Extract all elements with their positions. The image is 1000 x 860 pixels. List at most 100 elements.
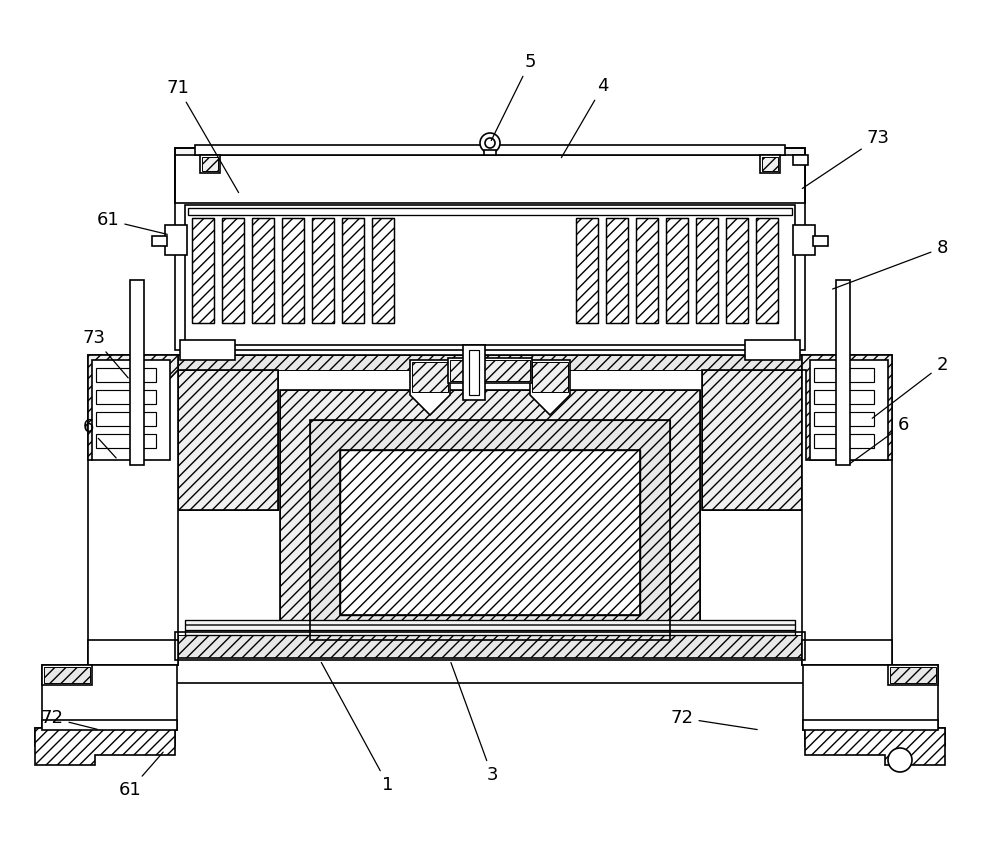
Text: 4: 4 [561, 77, 609, 157]
Bar [666, 218, 688, 323]
Bar [178, 370, 278, 510]
Bar [793, 155, 808, 165]
Bar [192, 218, 214, 323]
Text: 8: 8 [833, 239, 948, 289]
Bar [185, 620, 795, 635]
Bar [178, 370, 278, 510]
Text: 61: 61 [97, 211, 167, 234]
Bar [192, 218, 214, 323]
Bar [372, 218, 394, 323]
Bar [810, 360, 888, 460]
Bar [412, 362, 448, 392]
Text: 1: 1 [321, 662, 394, 794]
Bar [202, 157, 218, 171]
Circle shape [480, 133, 500, 153]
Text: 73: 73 [802, 129, 890, 188]
Bar [372, 218, 394, 323]
Bar [280, 390, 700, 670]
Bar [793, 225, 815, 255]
Bar [167, 227, 185, 253]
Bar [836, 280, 850, 465]
Bar [463, 345, 485, 400]
Circle shape [888, 748, 912, 772]
Bar [814, 434, 874, 448]
Bar [92, 360, 170, 460]
Bar [90, 357, 176, 663]
Bar [175, 632, 805, 660]
Bar [96, 368, 156, 382]
Bar [312, 218, 334, 323]
Bar [745, 340, 800, 360]
Bar [42, 720, 177, 730]
Bar [175, 355, 805, 370]
Bar [747, 342, 798, 358]
Bar [888, 665, 938, 685]
Bar [182, 342, 233, 358]
Bar [310, 420, 670, 640]
Bar [175, 148, 805, 203]
Bar [702, 370, 802, 510]
Bar [175, 355, 805, 665]
Bar [890, 667, 936, 683]
Bar [222, 218, 244, 323]
Bar [280, 390, 700, 670]
Bar [340, 450, 640, 615]
Bar [178, 635, 802, 660]
Bar [162, 660, 818, 681]
Bar [802, 355, 892, 665]
Text: 61: 61 [119, 752, 163, 799]
Bar [180, 340, 235, 360]
Bar [200, 155, 220, 173]
Bar [760, 155, 780, 173]
Bar [252, 218, 274, 323]
Polygon shape [88, 355, 178, 460]
Bar [340, 450, 640, 615]
Bar [282, 218, 304, 323]
Bar [222, 218, 244, 323]
Bar [726, 218, 748, 323]
Bar [606, 218, 628, 323]
Bar [484, 150, 496, 155]
Text: 72: 72 [40, 709, 97, 729]
Bar [165, 225, 187, 255]
Bar [636, 218, 658, 323]
Bar [88, 355, 178, 665]
Bar [803, 720, 938, 730]
Bar [42, 665, 92, 685]
Bar [814, 368, 874, 382]
Bar [175, 155, 805, 350]
Bar [696, 218, 718, 323]
Bar [696, 218, 718, 323]
Text: 3: 3 [451, 662, 498, 784]
Bar [152, 236, 167, 246]
Bar [805, 728, 945, 746]
Bar [252, 218, 274, 323]
Bar [756, 218, 778, 323]
Text: 73: 73 [82, 329, 128, 378]
Bar [448, 358, 532, 383]
Bar [96, 390, 156, 404]
Bar [805, 667, 936, 728]
Polygon shape [805, 728, 945, 765]
Bar [42, 665, 177, 730]
Bar [576, 218, 598, 323]
Bar [44, 667, 175, 728]
Bar [756, 218, 778, 323]
Text: 5: 5 [491, 53, 536, 140]
Bar [185, 205, 795, 345]
Bar [702, 370, 802, 510]
Text: 2: 2 [872, 356, 948, 418]
Bar [636, 218, 658, 323]
Bar [814, 390, 874, 404]
Text: 72: 72 [670, 709, 757, 729]
Bar [342, 218, 364, 323]
Bar [96, 434, 156, 448]
Polygon shape [530, 360, 570, 415]
Bar [532, 362, 568, 392]
Bar [188, 208, 792, 215]
Polygon shape [35, 728, 175, 765]
Bar [813, 236, 828, 246]
Bar [762, 157, 778, 171]
Bar [160, 658, 820, 683]
Bar [342, 218, 364, 323]
